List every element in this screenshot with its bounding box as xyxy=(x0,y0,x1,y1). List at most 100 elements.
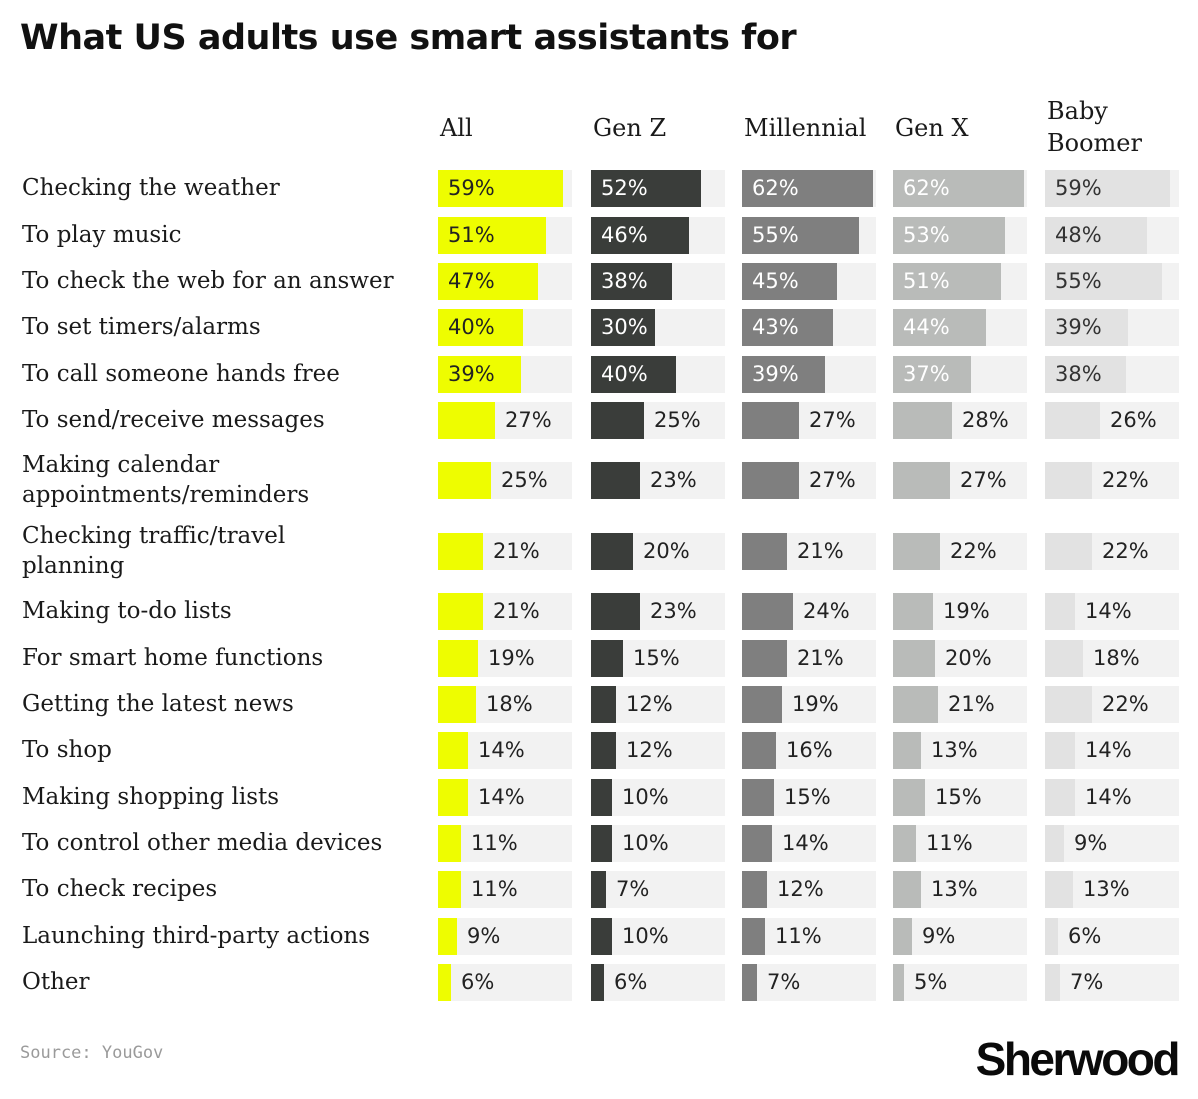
bar xyxy=(438,639,478,677)
value-label: 14% xyxy=(1085,738,1132,762)
row-label: Checking the weather xyxy=(22,173,437,203)
bar xyxy=(893,685,938,723)
bar-track xyxy=(742,963,876,1001)
bar-track xyxy=(438,870,572,908)
bar xyxy=(1045,778,1075,816)
value-label: 15% xyxy=(935,785,982,809)
bar xyxy=(1045,731,1075,769)
bar-track xyxy=(591,870,725,908)
bar xyxy=(893,639,935,677)
bar xyxy=(591,592,640,630)
row-label-line: Other xyxy=(22,969,90,995)
bar xyxy=(742,963,757,1001)
value-label: 11% xyxy=(471,831,518,855)
bar-track xyxy=(893,824,1027,862)
bar xyxy=(1045,216,1147,254)
value-label: 45% xyxy=(752,269,799,293)
value-label: 14% xyxy=(478,738,525,762)
bar-track xyxy=(1045,532,1179,570)
value-label: 27% xyxy=(960,468,1007,492)
bar xyxy=(438,870,461,908)
value-label: 38% xyxy=(1055,362,1102,386)
bar xyxy=(591,169,701,207)
bar xyxy=(893,532,940,570)
bar xyxy=(893,216,1005,254)
bar xyxy=(1045,401,1100,439)
column-header-line: Gen Z xyxy=(593,114,667,142)
bar-track xyxy=(742,355,876,393)
value-label: 15% xyxy=(633,646,680,670)
bar-track xyxy=(591,731,725,769)
row-label: To send/receive messages xyxy=(22,405,437,435)
bar xyxy=(742,592,793,630)
row-label: To shop xyxy=(22,735,437,765)
row-label: Checking traffic/travel planning xyxy=(22,521,437,581)
column-header-line: Gen X xyxy=(895,114,969,142)
value-label: 13% xyxy=(931,877,978,901)
value-label: 47% xyxy=(448,269,495,293)
bar xyxy=(893,963,904,1001)
bar-track xyxy=(893,731,1027,769)
bar-track xyxy=(591,169,725,207)
value-label: 62% xyxy=(752,176,799,200)
bar xyxy=(742,308,833,346)
bar-track xyxy=(1045,401,1179,439)
bar xyxy=(438,169,563,207)
bar xyxy=(893,917,912,955)
bar-track xyxy=(591,592,725,630)
bar-track xyxy=(1045,355,1179,393)
bar-track xyxy=(1045,824,1179,862)
row-label: To play music xyxy=(22,220,437,250)
row-label-line: To shop xyxy=(22,737,112,763)
value-label: 12% xyxy=(626,692,673,716)
bar xyxy=(1045,461,1092,499)
value-label: 7% xyxy=(767,970,801,994)
bar xyxy=(591,401,644,439)
value-label: 11% xyxy=(471,877,518,901)
row-label-line: To play music xyxy=(22,222,182,248)
bar xyxy=(438,592,483,630)
row-label-line: To control other media devices xyxy=(22,830,383,856)
bar-track xyxy=(438,461,572,499)
value-label: 6% xyxy=(461,970,495,994)
bar-track xyxy=(1045,169,1179,207)
value-label: 9% xyxy=(1074,831,1108,855)
bar-track xyxy=(1045,262,1179,300)
column-header-line: Millennial xyxy=(744,114,867,142)
bar-track xyxy=(438,685,572,723)
bar-track xyxy=(591,778,725,816)
column-header-gen-x: Gen X xyxy=(895,112,969,144)
value-label: 19% xyxy=(792,692,839,716)
value-label: 51% xyxy=(903,269,950,293)
value-label: 59% xyxy=(1055,176,1102,200)
column-header-millennial: Millennial xyxy=(744,112,866,144)
row-label: Getting the latest news xyxy=(22,689,437,719)
bar-track xyxy=(591,355,725,393)
bar-track xyxy=(438,401,572,439)
value-label: 21% xyxy=(797,646,844,670)
bar xyxy=(742,731,776,769)
bar-track xyxy=(591,639,725,677)
row-label: To set timers/alarms xyxy=(22,312,437,342)
value-label: 12% xyxy=(626,738,673,762)
row-label: To control other media devices xyxy=(22,828,437,858)
bar xyxy=(742,870,767,908)
row-label: Making shopping lists xyxy=(22,782,437,812)
row-label: To check the web for an answer xyxy=(22,266,437,296)
bar xyxy=(1045,169,1170,207)
bar xyxy=(893,592,933,630)
column-header-all: All xyxy=(440,112,473,144)
row-label: To check recipes xyxy=(22,874,437,904)
bar-track xyxy=(893,216,1027,254)
value-label: 19% xyxy=(943,599,990,623)
bar-track xyxy=(742,592,876,630)
value-label: 18% xyxy=(1093,646,1140,670)
bar-track xyxy=(1045,870,1179,908)
bar xyxy=(742,401,799,439)
bar xyxy=(893,870,921,908)
bar xyxy=(742,685,782,723)
bar xyxy=(438,216,546,254)
bar-track xyxy=(1045,639,1179,677)
row-label-line: Making to-do lists xyxy=(22,598,232,624)
bar xyxy=(893,169,1024,207)
